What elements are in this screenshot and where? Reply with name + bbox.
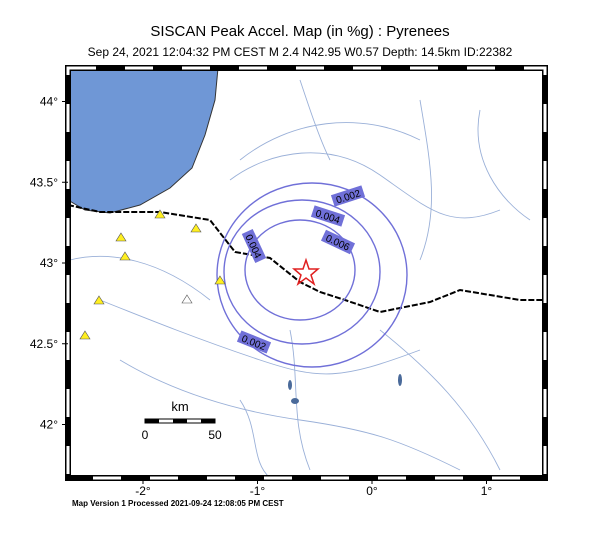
lat-tick-label: 42° (40, 418, 58, 432)
lon-tick-label: 1° (481, 484, 493, 498)
lat-tick-label: 43° (40, 256, 58, 270)
epicenter (291, 257, 321, 287)
lakes (288, 374, 402, 404)
lon-tick-label: -1° (250, 484, 266, 498)
map-area: 0.002 0.004 0.006 0.004 0.002 (65, 65, 548, 481)
lon-tick-label: 0° (366, 484, 378, 498)
scale-bar: km 0 50 (142, 399, 222, 442)
lon-tick-label: -2° (135, 484, 151, 498)
lat-tick-label: 43.5° (30, 175, 58, 189)
stations (79, 209, 226, 340)
scale-end: 50 (208, 428, 222, 442)
scale-start: 0 (142, 428, 149, 442)
lat-tick-label: 42.5° (30, 337, 58, 351)
map-title: SISCAN Peak Accel. Map (in %g) : Pyrenee… (150, 23, 449, 40)
lat-tick-label: 44° (40, 95, 58, 109)
map-subtitle: Sep 24, 2021 12:04:32 PM CEST M 2.4 N42.… (88, 45, 513, 59)
footer: Map Version 1 Processed 2021-09-24 12:08… (72, 499, 284, 508)
scale-unit: km (171, 399, 188, 414)
